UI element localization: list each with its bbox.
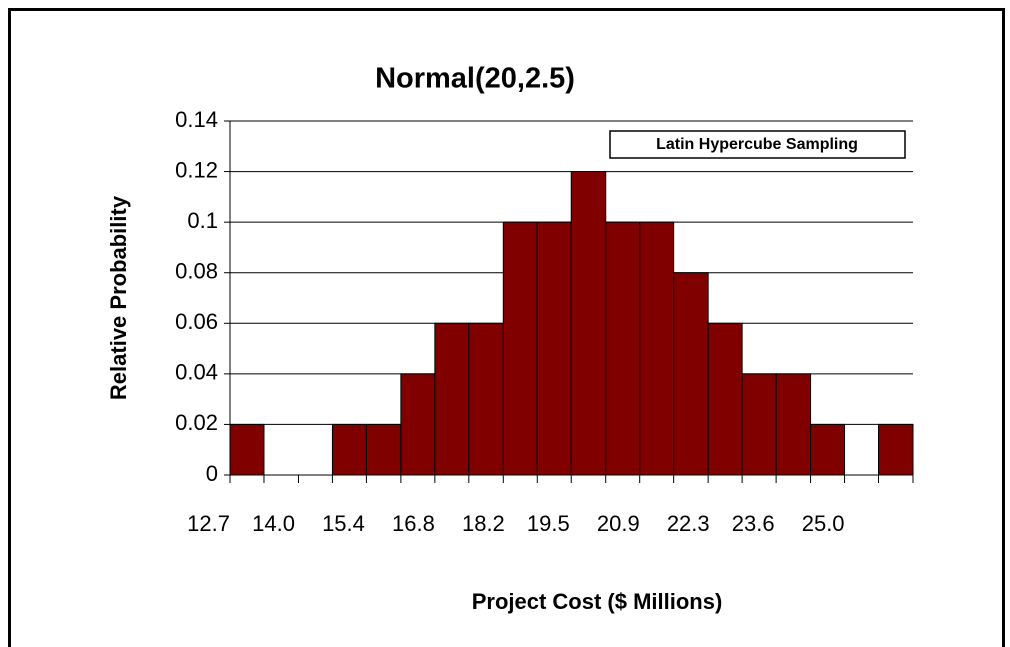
bar (229, 423, 265, 476)
y-tick-label: 0.02 (175, 410, 218, 435)
bar (434, 322, 470, 476)
y-tick-label: 0.04 (175, 360, 218, 385)
y-axis-label: Relative Probability (106, 195, 131, 400)
bar (605, 221, 641, 476)
x-tick-label: 16.8 (392, 511, 435, 536)
annotation: Latin Hypercube Sampling (656, 136, 858, 153)
bar (468, 322, 504, 476)
bar (365, 423, 402, 476)
bar (400, 373, 436, 476)
bar (639, 221, 675, 476)
y-tick-label: 0.14 (175, 107, 218, 132)
x-tick-label: 14.0 (252, 511, 295, 536)
annotation-box (609, 130, 906, 159)
bar (502, 221, 538, 476)
x-tick-label: 23.6 (732, 511, 775, 536)
x-tick-label: 19.5 (527, 511, 570, 536)
x-axis-label: Project Cost ($ Millions) (472, 589, 723, 614)
bar (878, 423, 914, 476)
x-tick-label: 15.4 (322, 511, 365, 536)
x-tick-label: 12.7 (187, 511, 230, 536)
y-tick-label: 0.12 (175, 157, 218, 182)
x-tick-label: 20.9 (597, 511, 640, 536)
bar (673, 272, 709, 476)
x-tick-label: 25.0 (802, 511, 845, 536)
bar (570, 171, 607, 476)
chart-title: Normal(20,2.5) (375, 63, 575, 95)
x-tick-label: 18.2 (462, 511, 505, 536)
y-tick-label: 0 (206, 461, 218, 486)
bar (810, 423, 846, 476)
y-tick-label: 0.1 (187, 208, 218, 233)
bar (775, 373, 812, 476)
bar (707, 322, 743, 476)
bar (331, 423, 367, 476)
bar (536, 221, 572, 476)
frame (8, 8, 1005, 647)
y-tick-label: 0.08 (175, 259, 218, 284)
bar (741, 373, 777, 476)
x-tick-label: 22.3 (667, 511, 710, 536)
y-tick-label: 0.06 (175, 309, 218, 334)
